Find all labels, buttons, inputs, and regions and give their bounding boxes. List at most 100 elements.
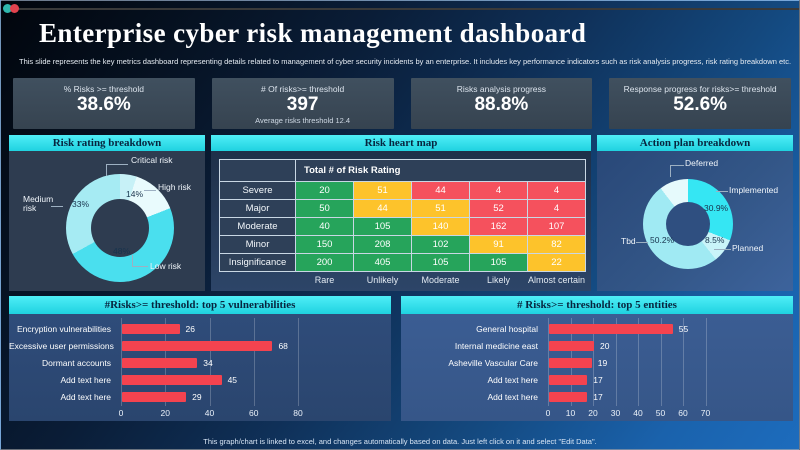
heatmap-title-cell: Total # of Risk Rating bbox=[296, 160, 585, 181]
gridline bbox=[638, 318, 639, 406]
teal-dot-icon bbox=[3, 4, 12, 13]
x-axis-tick-label: 60 bbox=[249, 408, 259, 418]
x-axis-tick-label: 0 bbox=[545, 408, 551, 418]
x-axis-tick-label: 40 bbox=[633, 408, 643, 418]
gridline bbox=[615, 318, 617, 406]
bar[interactable] bbox=[549, 341, 594, 351]
heatmap-row-label: Minor bbox=[220, 236, 295, 253]
donut-label-implemented: Implemented bbox=[729, 185, 779, 195]
donut-label-planned: Planned bbox=[732, 243, 764, 253]
bar-category-label: Dormant accounts bbox=[42, 358, 111, 368]
heatmap-row-label: Major bbox=[220, 200, 295, 217]
x-axis-tick-label: 0 bbox=[118, 408, 124, 418]
x-axis-tick-label: 20 bbox=[160, 408, 170, 418]
risk-heat-map-panel: Total # of Risk Rating Severe 20 51 44 4 4 Majo… bbox=[211, 151, 591, 291]
red-dot-icon bbox=[10, 4, 19, 13]
heatmap-cell: 52 bbox=[470, 200, 527, 217]
heatmap-cell: 82 bbox=[528, 236, 585, 253]
bar-value-label: 34 bbox=[203, 358, 213, 368]
x-axis-tick-label: 70 bbox=[700, 408, 711, 418]
heatmap-cell: 4 bbox=[528, 182, 585, 199]
heatmap-cell: 102 bbox=[412, 236, 469, 253]
leader-line bbox=[716, 191, 728, 192]
bar-category-label: Add text here bbox=[60, 375, 111, 385]
bar-category-label: Asheville Vascular Care bbox=[448, 358, 538, 368]
leader-line bbox=[106, 164, 107, 176]
kpi-label: Risks analysis progress bbox=[456, 84, 547, 94]
bar-category-label: Internal medicine east bbox=[454, 341, 538, 351]
bar-category-label: Excessive user permissions bbox=[9, 341, 114, 351]
bar-value-label: 20 bbox=[600, 341, 610, 351]
leader-line bbox=[636, 242, 648, 243]
bar[interactable] bbox=[122, 358, 198, 368]
x-axis-tick-label: 60 bbox=[678, 408, 688, 418]
leader-line bbox=[144, 190, 156, 191]
heatmap-axis-label: Moderate bbox=[421, 275, 460, 285]
heatmap-cell: 162 bbox=[470, 218, 527, 235]
bar[interactable] bbox=[122, 341, 273, 351]
footer-note: This graph/chart is linked to excel, and… bbox=[203, 437, 597, 446]
section-header-action-plan: Action plan breakdown bbox=[597, 135, 793, 151]
donut-pct-planned: 8.5% bbox=[705, 235, 725, 245]
donut-pct-low-risk: 48% bbox=[113, 246, 131, 256]
leader-line bbox=[670, 165, 684, 166]
gridline bbox=[548, 318, 549, 406]
kpi-card-analysis-progress: Risks analysis progress 88.8% bbox=[410, 78, 593, 129]
section-header-top-vulnerabilities: #Risks>= threshold: top 5 vulnerabilitie… bbox=[9, 296, 391, 314]
top-vulnerabilities-bar-chart[interactable]: 0 20 40 60 80 Encryption vulnerabilities 26 Exc… bbox=[9, 314, 391, 421]
gridline bbox=[660, 318, 662, 406]
heatmap-cell: 44 bbox=[412, 182, 469, 199]
heatmap-cell: 51 bbox=[412, 200, 469, 217]
heatmap-cell: 44 bbox=[354, 200, 411, 217]
bar[interactable] bbox=[122, 392, 187, 402]
leader-line bbox=[106, 164, 128, 165]
section-header-top-entities: # Risks>= threshold: top 5 entities bbox=[401, 296, 793, 314]
risk-rating-donut-chart[interactable] bbox=[66, 174, 174, 282]
heatmap-cell: 150 bbox=[296, 236, 353, 253]
bar[interactable] bbox=[122, 324, 180, 334]
x-axis-tick-label: 80 bbox=[293, 408, 303, 418]
donut-label-tbd: Tbd bbox=[621, 236, 636, 246]
bar[interactable] bbox=[549, 324, 673, 334]
kpi-label: Response progress for risks>= threshold bbox=[623, 84, 777, 94]
kpi-value: 52.6% bbox=[673, 94, 728, 115]
bar-value-label: 55 bbox=[678, 324, 689, 334]
section-header-risk-rating: Risk rating breakdown bbox=[9, 135, 205, 151]
top-divider-line bbox=[15, 8, 799, 10]
heatmap-row-label: Severe bbox=[220, 182, 295, 199]
donut-label-deferred: Deferred bbox=[685, 158, 719, 168]
section-header-heat-map: Risk heart map bbox=[211, 135, 591, 151]
bar[interactable] bbox=[549, 358, 592, 368]
x-axis-tick-label: 40 bbox=[204, 408, 215, 418]
heatmap-cell: 22 bbox=[528, 254, 585, 271]
gridline bbox=[298, 318, 299, 406]
page-subtitle: This slide represents the key metrics da… bbox=[19, 57, 792, 66]
heatmap-axis-label: Likely bbox=[486, 275, 510, 285]
bar-category-label: Add text here bbox=[487, 375, 538, 385]
bar[interactable] bbox=[122, 375, 222, 385]
bar-category-label: Add text here bbox=[60, 392, 111, 402]
donut-pct-medium-risk: 33% bbox=[72, 199, 90, 209]
action-plan-panel: Deferred Implemented 30.9% 8.5% Planned … bbox=[597, 151, 793, 291]
bar-value-label: 68 bbox=[278, 341, 288, 351]
bar-value-label: 45 bbox=[227, 375, 238, 385]
kpi-card-risks-percent: % Risks >= threshold 38.6% bbox=[13, 78, 195, 129]
bar-category-label: Encryption vulnerabilities bbox=[16, 324, 111, 334]
leader-line bbox=[132, 255, 133, 267]
heatmap-axis-label: Unlikely bbox=[366, 275, 399, 285]
leader-line bbox=[670, 165, 671, 177]
leader-line bbox=[132, 266, 148, 267]
bar[interactable] bbox=[549, 392, 588, 402]
donut-label-medium-risk: Medium risk bbox=[23, 194, 54, 214]
gridline bbox=[209, 318, 211, 406]
heatmap-table[interactable]: Total # of Risk Rating Severe 20 51 44 4 4 Majo… bbox=[219, 159, 586, 272]
donut-label-critical-risk: Critical risk bbox=[131, 155, 173, 165]
bar[interactable] bbox=[549, 375, 588, 385]
action-plan-donut-chart[interactable] bbox=[643, 179, 733, 269]
gridline bbox=[253, 318, 255, 406]
x-axis-tick-label: 10 bbox=[565, 408, 576, 418]
bar-value-label: 26 bbox=[185, 324, 195, 334]
top-entities-bar-chart[interactable]: 0 10 20 30 40 50 60 70 General hospital 55 Interna… bbox=[401, 314, 793, 421]
heatmap-cell: 140 bbox=[412, 218, 469, 235]
